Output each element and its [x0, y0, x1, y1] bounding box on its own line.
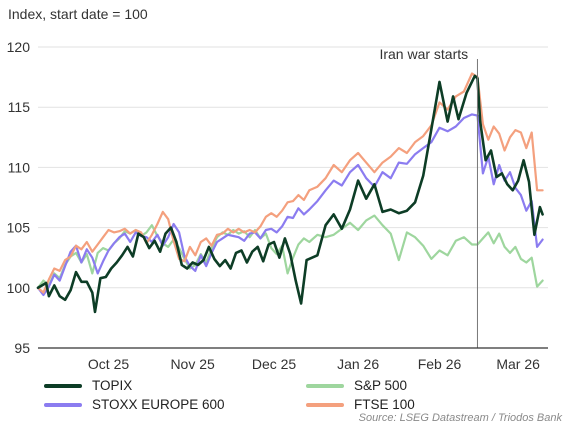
x-tick-label-1: Nov 25 — [170, 356, 215, 370]
x-tick-label-5: Mar 26 — [496, 356, 540, 370]
legend-item-ftse: FTSE 100 — [306, 397, 415, 412]
legend-label-topix: TOPIX — [92, 378, 133, 393]
legend: TOPIX S&P 500 STOXX EUROPE 600 FTSE 100 — [44, 378, 544, 418]
series-line-topix — [36, 74, 544, 314]
line-chart: Iran war starts 95 100 105 110 115 120 Oct 25 N… — [7, 39, 548, 370]
legend-label-sp500: S&P 500 — [354, 378, 408, 393]
series-line-ftse — [36, 72, 544, 294]
legend-item-stoxx: STOXX EUROPE 600 — [44, 397, 225, 412]
y-tick-label-120: 120 — [7, 39, 31, 55]
y-tick-label-105: 105 — [7, 220, 31, 236]
legend-item-sp500: S&P 500 — [306, 378, 407, 393]
legend-label-ftse: FTSE 100 — [354, 397, 415, 412]
legend-swatch-sp500 — [306, 383, 344, 388]
series-layer — [36, 72, 544, 314]
x-tick-label-0: Oct 25 — [88, 356, 129, 370]
source-note: Source: LSEG Datastream / Triodos Bank — [358, 412, 562, 424]
legend-label-stoxx: STOXX EUROPE 600 — [92, 397, 225, 412]
legend-swatch-ftse — [306, 402, 344, 407]
y-tick-label-100: 100 — [7, 280, 31, 296]
legend-swatch-topix — [44, 383, 82, 388]
legend-item-topix: TOPIX — [44, 378, 132, 393]
legend-swatch-stoxx — [44, 402, 82, 407]
x-tick-label-2: Dec 25 — [252, 356, 297, 370]
annotation-layer: Iran war starts — [379, 46, 478, 348]
series-line-stoxx — [36, 113, 544, 297]
axis-layer: 95 100 105 110 115 120 Oct 25 Nov 25 Dec 25 Jan 2… — [7, 39, 548, 370]
annotation-label: Iran war starts — [379, 46, 468, 62]
y-axis-subtitle: Index, start date = 100 — [8, 6, 148, 22]
y-tick-label-115: 115 — [8, 99, 31, 115]
y-tick-label-95: 95 — [14, 340, 30, 356]
x-tick-label-3: Jan 26 — [337, 356, 379, 370]
x-tick-label-4: Feb 26 — [418, 356, 462, 370]
y-tick-label-110: 110 — [8, 159, 31, 175]
